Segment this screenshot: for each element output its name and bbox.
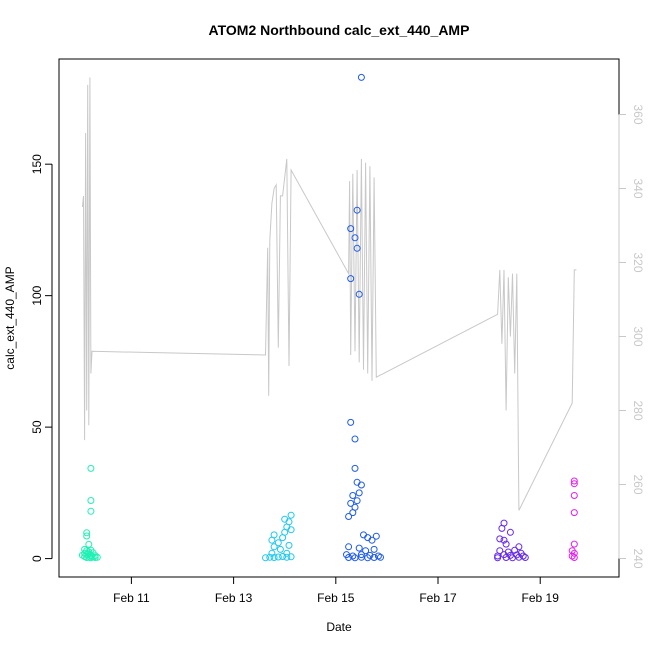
points-layer xyxy=(78,73,578,562)
data-point xyxy=(355,290,363,298)
chart-title: ATOM2 Northbound calc_ext_440_AMP xyxy=(209,22,470,38)
y-tick-label-right: 280 xyxy=(631,400,645,420)
data-point xyxy=(283,549,291,557)
data-point xyxy=(287,526,295,534)
y-tick-label-right: 320 xyxy=(631,252,645,272)
plot-frame xyxy=(58,58,620,578)
data-point xyxy=(498,524,506,532)
data-point xyxy=(521,554,529,561)
data-point xyxy=(368,536,376,544)
data-point xyxy=(570,554,578,561)
data-point xyxy=(351,435,359,443)
data-point xyxy=(353,244,361,252)
x-tick-label: Feb 11 xyxy=(113,591,150,605)
data-point xyxy=(279,553,287,560)
data-point xyxy=(570,509,578,517)
data-point xyxy=(570,477,578,485)
data-point xyxy=(355,544,363,552)
data-point xyxy=(287,511,295,519)
data-point xyxy=(372,532,380,540)
data-point xyxy=(345,513,353,520)
data-point xyxy=(85,540,93,548)
data-point xyxy=(262,554,269,562)
data-point xyxy=(377,553,384,561)
data-point xyxy=(370,545,378,553)
data-point xyxy=(83,532,91,540)
y-axis-right: 240 260 280 300 320 340 360 xyxy=(618,104,645,569)
data-point xyxy=(357,481,365,489)
data-point xyxy=(500,536,508,544)
data-point xyxy=(357,73,365,81)
data-point xyxy=(274,539,282,547)
data-point xyxy=(351,464,359,472)
y-tick-label-right: 240 xyxy=(631,548,645,568)
data-point xyxy=(570,492,578,499)
data-point xyxy=(349,492,357,499)
data-point xyxy=(83,529,91,537)
y-tick-label-right: 360 xyxy=(631,104,645,124)
data-point xyxy=(355,489,363,497)
y-tick-label-right: 300 xyxy=(631,326,645,346)
y-tick-label-left: 50 xyxy=(30,420,44,434)
data-point xyxy=(347,275,355,283)
y-axis-label: calc_ext_440_AMP xyxy=(3,266,17,369)
data-point xyxy=(347,225,355,233)
series-line xyxy=(81,77,577,511)
x-tick-label: Feb 15 xyxy=(317,591,355,605)
data-point xyxy=(515,543,523,551)
data-point xyxy=(87,497,95,504)
y-tick-label-left: 100 xyxy=(30,285,44,305)
data-point xyxy=(347,418,355,426)
data-point xyxy=(270,554,278,561)
data-point xyxy=(502,540,510,548)
data-point xyxy=(285,518,293,526)
data-point xyxy=(276,545,284,553)
right-axis-series xyxy=(81,77,577,511)
data-point xyxy=(496,535,504,543)
y-tick-label-left: 150 xyxy=(30,154,44,174)
data-point xyxy=(268,549,276,557)
data-point xyxy=(283,553,291,561)
data-point xyxy=(353,497,361,505)
x-tick-label: Feb 13 xyxy=(215,591,253,605)
data-point xyxy=(349,552,357,560)
data-point xyxy=(519,552,527,560)
data-point xyxy=(93,553,101,561)
data-point xyxy=(362,547,370,555)
data-point xyxy=(270,531,278,539)
x-axis: Feb 11 Feb 13 Feb 15 Feb 17 Feb 19 xyxy=(113,576,560,605)
x-axis-label: Date xyxy=(326,620,352,634)
y-axis-left: 0 50 100 150 xyxy=(30,154,53,562)
data-point xyxy=(274,553,282,561)
data-point xyxy=(351,234,359,242)
y-tick-label-right: 340 xyxy=(631,178,645,198)
data-point xyxy=(87,464,95,472)
data-point xyxy=(570,540,578,548)
data-point xyxy=(287,553,295,561)
data-point xyxy=(353,206,361,214)
y-tick-label-left: 0 xyxy=(30,555,44,562)
data-point xyxy=(506,528,514,536)
data-point xyxy=(494,554,502,562)
y-tick-label-right: 260 xyxy=(631,474,645,494)
data-point xyxy=(78,551,86,559)
data-point xyxy=(285,541,293,549)
data-point xyxy=(270,543,278,551)
data-point xyxy=(266,553,274,561)
data-point xyxy=(87,507,95,515)
data-point xyxy=(570,480,578,488)
data-point xyxy=(568,552,576,560)
data-point xyxy=(357,551,365,559)
x-tick-label: Feb 17 xyxy=(419,591,457,605)
x-tick-label: Feb 19 xyxy=(522,591,560,605)
data-point xyxy=(345,543,353,551)
data-point xyxy=(366,551,374,559)
data-point xyxy=(349,509,357,517)
data-point xyxy=(347,499,355,507)
